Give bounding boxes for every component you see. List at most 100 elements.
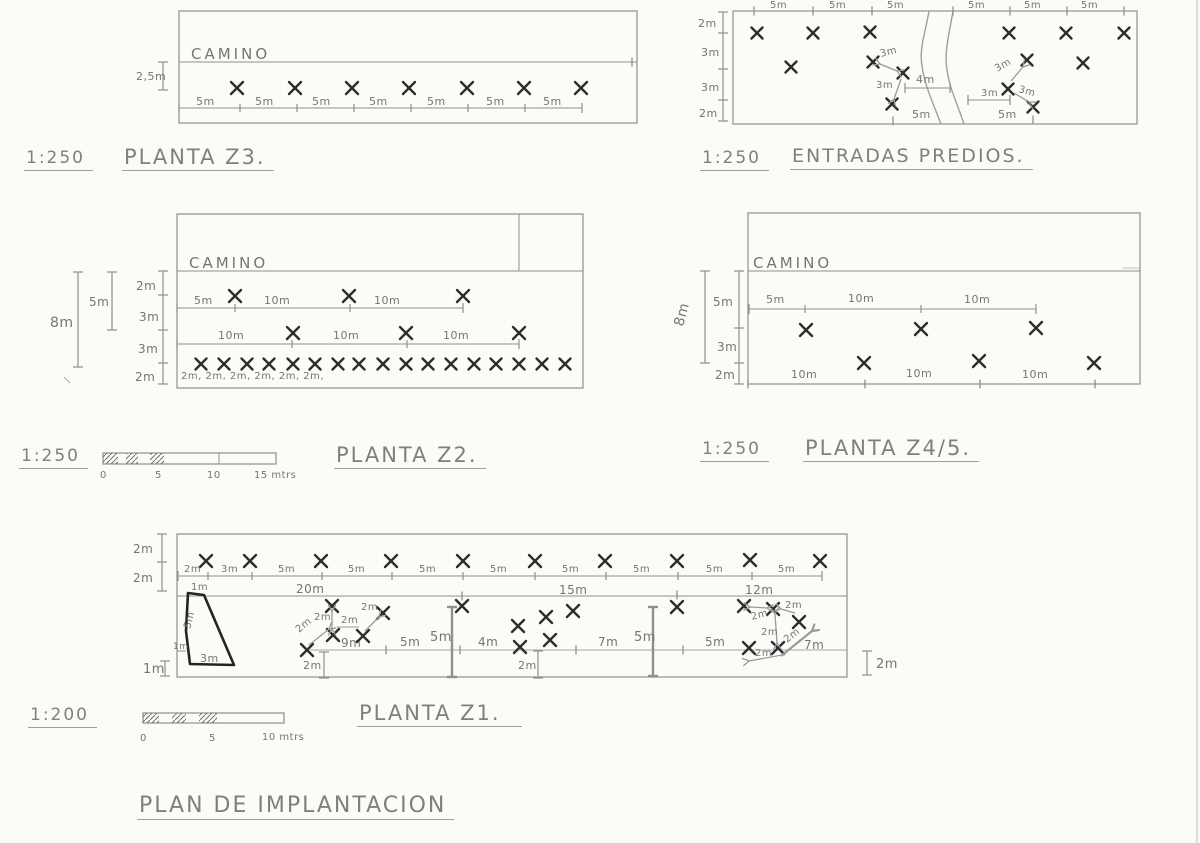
dim-label: 5m <box>634 630 656 645</box>
plant-mark <box>866 55 880 69</box>
plant-mark <box>398 325 414 341</box>
outline-rect <box>178 10 638 124</box>
dim-label: 3m <box>1017 84 1036 99</box>
plant-mark <box>597 553 613 569</box>
dim-label: 5m <box>706 564 723 575</box>
scalebar-1-250: 0 5 10 15 mtrs <box>100 452 296 481</box>
dim-label: 2m <box>361 602 378 613</box>
diagram-planta-z2: CAMINO 8m 5m 2m 3m 3m 2m 5m 10m 10m 10m 10m 10m 2m, 2… <box>50 213 584 389</box>
plant-mark <box>383 553 399 569</box>
plant-mark <box>489 357 503 371</box>
dim-label: 2m <box>755 648 772 659</box>
plant-mark <box>240 357 254 371</box>
dim-arrow <box>872 57 905 78</box>
dim-label: 5m <box>562 564 579 575</box>
plant-mark <box>669 599 685 615</box>
dim-label: 10m <box>443 329 469 342</box>
dim-label: 5m <box>486 95 505 108</box>
arrowhead <box>875 57 881 65</box>
plant-mark <box>287 80 303 96</box>
dim-bracket <box>862 650 872 676</box>
arrowhead <box>774 607 779 615</box>
plant-mark <box>538 609 554 625</box>
dim-label: 2m <box>699 107 718 120</box>
dim-label: 3m <box>993 57 1013 75</box>
dim-label: 15 mtrs <box>254 470 296 481</box>
camino-label: CAMINO <box>189 254 268 272</box>
dim-label: 0 <box>100 470 107 481</box>
dim-label: 10m <box>264 294 290 307</box>
dim-bracket <box>73 271 83 368</box>
scale-label-z1: 1:200 <box>28 706 97 728</box>
dim-label: 5m <box>490 564 507 575</box>
dim-label: 2m <box>303 659 322 672</box>
dim-bracket <box>447 605 457 679</box>
plant-mark <box>299 642 315 658</box>
dim-label: 5m <box>770 0 787 11</box>
plant-mark <box>401 80 417 96</box>
plant-mark <box>742 552 758 568</box>
dim-label: 5m <box>312 95 331 108</box>
dim-label: 1m <box>173 642 189 652</box>
dim-line <box>178 103 583 113</box>
dim-line <box>177 571 823 581</box>
scale-label-entradas: 1:250 <box>700 149 769 171</box>
dim-label: 1m <box>191 582 208 593</box>
plant-mark <box>511 325 527 341</box>
camino-label: CAMINO <box>753 254 832 272</box>
dim-label: 5m <box>1024 0 1041 11</box>
dim-arrow <box>364 609 387 632</box>
arrowhead <box>1022 59 1025 68</box>
plant-mark <box>736 598 752 614</box>
dim-label: 5m <box>89 295 109 309</box>
plant-mark <box>542 632 558 648</box>
dim-label: 3m <box>879 45 898 60</box>
dim-label: 5m <box>829 0 846 11</box>
arrowhead <box>331 604 337 612</box>
dim-label: 10m <box>791 368 817 381</box>
plant-mark <box>455 553 471 569</box>
arrowhead <box>327 604 333 612</box>
dim-label: 2m <box>314 612 331 623</box>
plant-mark <box>217 357 231 371</box>
dim-bracket <box>648 605 658 678</box>
plant-mark <box>565 603 581 619</box>
dim-label: 5m <box>912 108 931 121</box>
scale-label-z3: 1:250 <box>24 149 93 171</box>
dim-arrow <box>327 604 337 636</box>
dim-label: 5m <box>887 0 904 11</box>
dim-label: 2m <box>341 615 358 626</box>
arrowhead <box>378 614 387 618</box>
outline-rect <box>176 533 848 678</box>
dim-label: 5m <box>194 294 213 307</box>
dim-bracket <box>533 650 543 679</box>
scalebar-hatch <box>172 713 186 723</box>
scalebar-hatch <box>199 713 217 723</box>
plant-mark <box>352 357 366 371</box>
plant-mark <box>467 357 481 371</box>
plant-mark <box>1086 355 1102 371</box>
arrowhead <box>773 642 778 650</box>
plant-mark <box>324 598 340 614</box>
dim-label: 12m <box>745 583 773 597</box>
dim-label: 5m <box>419 564 436 575</box>
dim-label: 10m <box>964 293 990 306</box>
dim-label: 0 <box>140 733 147 744</box>
dim-label: 10m <box>218 329 244 342</box>
arrowhead <box>741 657 750 662</box>
dim-arrow <box>741 654 783 667</box>
dim-label: 3m <box>981 88 998 99</box>
plant-mark <box>242 553 258 569</box>
outline-rect <box>176 213 584 389</box>
plant-mark <box>308 357 322 371</box>
dim-label: 10m <box>1022 368 1048 381</box>
plant-mark <box>285 325 301 341</box>
dim-bracket <box>160 660 170 677</box>
scalebar-1-200: 0 5 10 mtrs <box>140 712 304 744</box>
plant-mark <box>971 353 987 369</box>
title-planta-z2: PLANTA Z2. <box>334 444 486 470</box>
dim-bracket <box>734 270 744 385</box>
